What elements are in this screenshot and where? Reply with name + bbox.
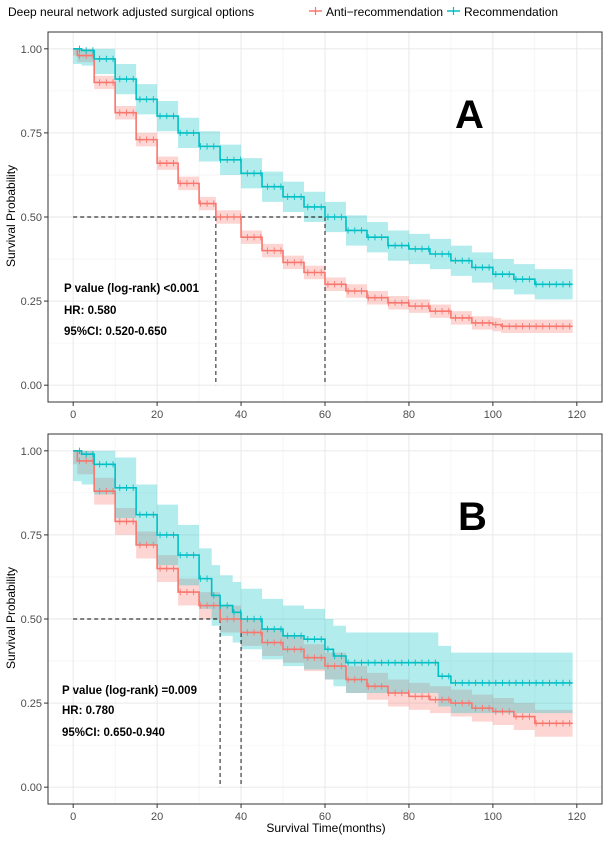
panel-a-ytick-label: 0.50 — [21, 212, 42, 224]
panel-a-censor-ticks-0 — [79, 52, 571, 330]
panel-a-xtick-label: 120 — [568, 409, 586, 421]
panel-a-xtick-label: 80 — [403, 409, 415, 421]
panel-b-curve-1 — [73, 450, 573, 684]
panel-b-xtick-label: 0 — [70, 811, 76, 823]
panel-b-ytick-label: 0.75 — [21, 530, 42, 542]
panel-b-censor-ticks-1 — [79, 447, 571, 687]
panel-a-pvalue: P value (log-rank) <0.001 — [64, 283, 200, 295]
panel-a-xtick-label: 20 — [151, 409, 163, 421]
panel-a: 0 20 40 60 80 100 120 0.00 0.25 0.50 0.75 1.00 — [21, 31, 603, 421]
panel-a-ytick-label: 0.00 — [21, 380, 42, 392]
panel-a-ytick-label: 1.00 — [21, 44, 42, 56]
panel-a-ytick-label: 0.75 — [21, 128, 42, 140]
panel-b-ytick-label: 0.25 — [21, 698, 42, 710]
panel-b-ci-band-1 — [73, 450, 573, 714]
panel-a-curve-1 — [73, 48, 573, 286]
panel-b-ci: 95%CI: 0.650-0.940 — [62, 727, 165, 739]
panel-b-xtick-label: 120 — [568, 811, 586, 823]
legend-label-rec: Recommendation — [464, 5, 558, 19]
panel-b-pvalue: P value (log-rank) =0.009 — [62, 685, 197, 697]
panel-a-xtick-label: 100 — [484, 409, 502, 421]
panel-a-curve-0 — [73, 48, 573, 328]
panel-a-censor-ticks-1 — [79, 45, 571, 288]
panel-a-xtick-label: 60 — [319, 409, 331, 421]
panel-b-letter: B — [458, 495, 487, 539]
panel-b-ytick-label: 1.00 — [21, 446, 42, 458]
panel-b-ci-band-0 — [73, 450, 573, 737]
legend-item-rec: Recommendation — [447, 5, 558, 19]
panel-a-letter: A — [455, 93, 484, 137]
x-axis-title: Survival Time(months) — [266, 821, 385, 835]
panel-a-xtick-label: 0 — [70, 409, 76, 421]
panel-b-xtick-label: 100 — [484, 811, 502, 823]
panel-b-ylabel: Survival Probability — [4, 567, 18, 669]
panel-b-ytick-label: 0.50 — [21, 614, 42, 626]
panel-a-ci-band-0 — [73, 48, 573, 334]
panel-b-ytick-label: 0.00 — [21, 782, 42, 794]
legend: Deep neural network adjusted surgical op… — [8, 5, 558, 19]
panel-b: 0 20 40 60 80 100 120 0.00 0.25 0.50 0.75 1.00 — [21, 433, 603, 823]
panel-a-hr: HR: 0.580 — [64, 305, 116, 317]
panel-a-ci: 95%CI: 0.520-0.650 — [64, 326, 167, 338]
legend-title: Deep neural network adjusted surgical op… — [8, 5, 254, 19]
panel-a-ci-band-1 — [73, 48, 573, 300]
panel-b-xtick-label: 80 — [403, 811, 415, 823]
panel-b-xtick-label: 60 — [319, 811, 331, 823]
panel-b-xtick-label: 20 — [151, 811, 163, 823]
panel-b-curve-0 — [73, 450, 573, 725]
panel-b-hr: HR: 0.780 — [62, 705, 114, 717]
legend-label-anti: Anti−recommendation — [326, 5, 443, 19]
panel-a-ylabel: Survival Probability — [4, 165, 18, 267]
panel-a-ytick-label: 0.25 — [21, 296, 42, 308]
panel-b-xtick-label: 40 — [235, 811, 247, 823]
legend-item-anti: Anti−recommendation — [309, 5, 443, 19]
panel-a-xtick-label: 40 — [235, 409, 247, 421]
